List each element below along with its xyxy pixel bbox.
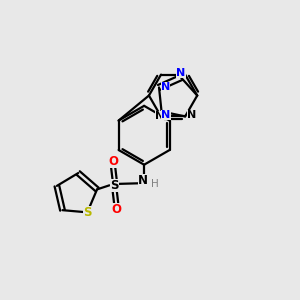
Text: N: N bbox=[161, 82, 170, 92]
Text: S: S bbox=[110, 179, 119, 192]
Text: O: O bbox=[108, 155, 118, 168]
Text: N: N bbox=[161, 110, 171, 120]
Text: N: N bbox=[155, 111, 164, 121]
Text: N: N bbox=[138, 174, 148, 188]
Text: S: S bbox=[83, 206, 92, 219]
Text: O: O bbox=[111, 203, 121, 216]
Text: H: H bbox=[152, 179, 159, 190]
Text: N: N bbox=[187, 110, 196, 120]
Text: N: N bbox=[176, 68, 186, 78]
